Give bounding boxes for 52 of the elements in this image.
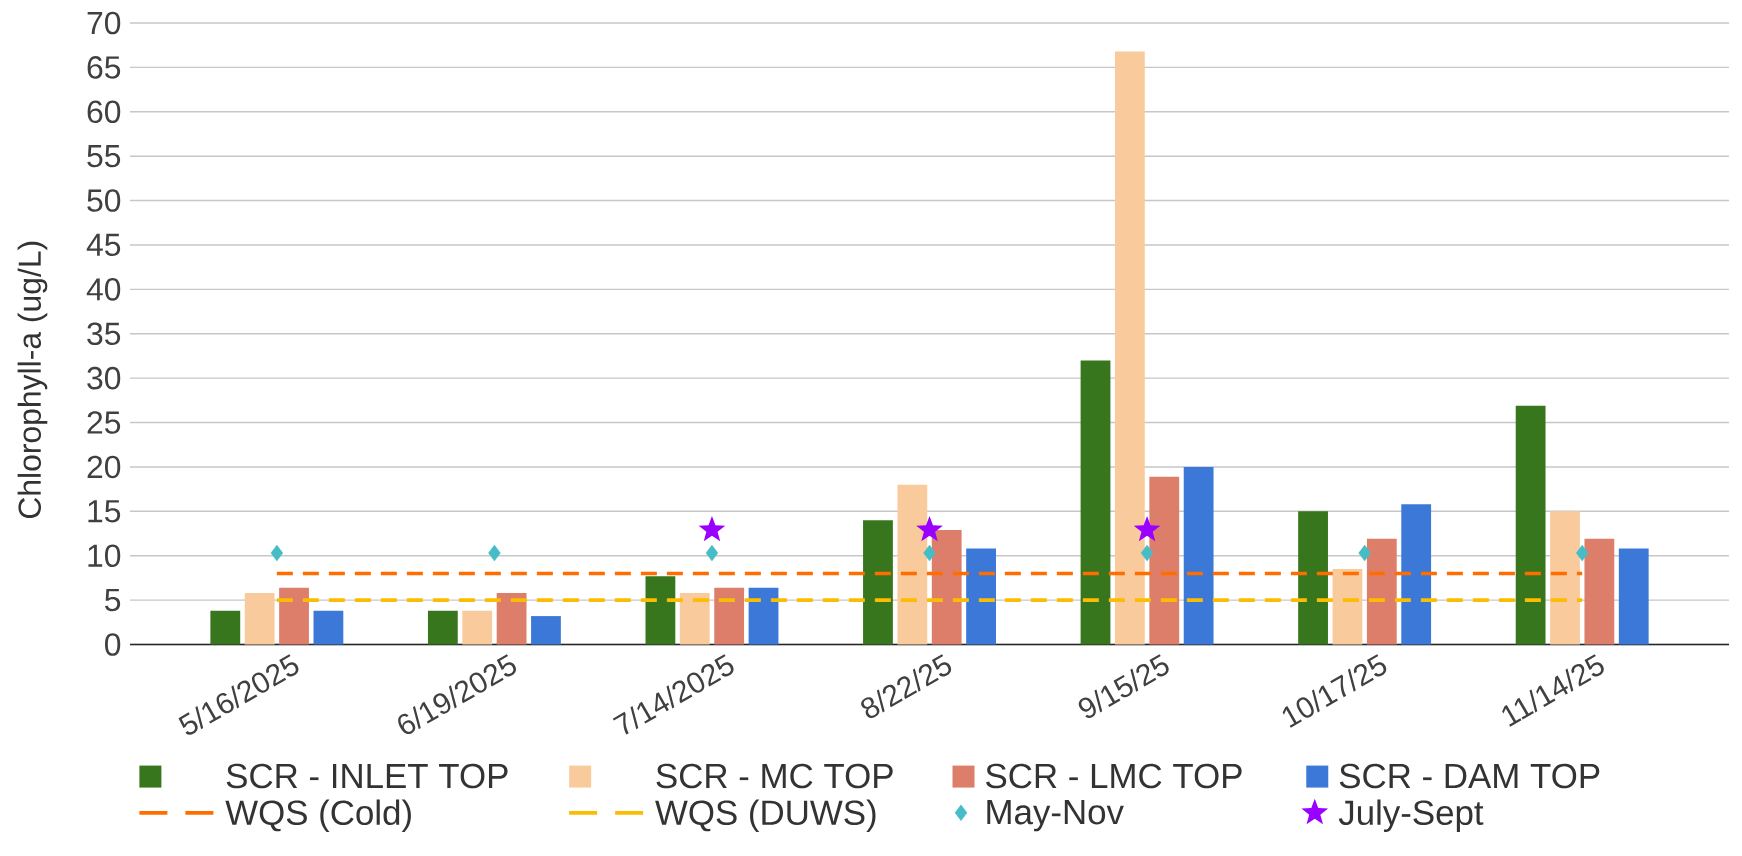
y-tick-label: 10 — [88, 544, 121, 567]
bar — [496, 593, 527, 645]
y-tick-label: 40 — [86, 278, 121, 301]
legend-label: WQS (DUWS) — [655, 799, 876, 832]
bar — [313, 610, 344, 645]
y-axis-title: Chlorophyll-a (ug/L) — [17, 241, 48, 519]
bar — [279, 587, 309, 645]
bar — [1550, 511, 1580, 645]
bar — [244, 593, 275, 645]
y-tick-label: 35 — [87, 322, 121, 346]
legend-label: May-Nov — [987, 800, 1124, 832]
y-tick-label: 50 — [87, 189, 121, 212]
bar — [1618, 548, 1649, 645]
legend-label: SCR - INLET TOP — [226, 763, 508, 789]
bar — [1366, 538, 1397, 645]
bar — [1401, 504, 1432, 645]
y-tick-label: 70 — [87, 11, 121, 35]
bar — [1183, 466, 1214, 645]
legend-label: SCR - LMC TOP — [986, 763, 1242, 789]
bar — [1080, 360, 1111, 645]
bar — [714, 587, 745, 645]
y-tick-label: 65 — [87, 56, 121, 79]
y-tick-label: 60 — [87, 100, 121, 124]
bar — [966, 548, 996, 645]
bar — [679, 593, 710, 645]
bar — [531, 616, 561, 645]
y-tick-label: 20 — [87, 455, 121, 479]
bar — [748, 587, 779, 645]
y-tick-label: 25 — [87, 411, 121, 434]
bar — [1114, 51, 1145, 645]
bar — [1584, 538, 1615, 645]
bar — [1149, 476, 1180, 645]
bar — [462, 610, 493, 645]
bar — [897, 484, 928, 645]
legend-label: July-Sept — [1338, 799, 1484, 832]
bar — [1332, 569, 1363, 645]
legend-label: SCR - MC TOP — [656, 763, 893, 789]
y-tick-label: 30 — [87, 366, 121, 390]
bar — [645, 576, 676, 645]
bar — [427, 610, 458, 645]
bar — [1515, 405, 1546, 645]
bar — [210, 610, 241, 645]
y-tick-label: 55 — [87, 145, 121, 168]
bar — [931, 529, 962, 645]
y-tick-label: 45 — [86, 233, 121, 257]
bar — [863, 520, 893, 645]
legend-label: SCR - DAM TOP — [1339, 763, 1600, 789]
y-tick-label: 15 — [88, 500, 121, 523]
y-tick-label: 5 — [105, 589, 121, 612]
y-tick-label: 0 — [105, 633, 121, 656]
bar — [1298, 511, 1328, 645]
legend-label: WQS (Cold) — [225, 799, 411, 832]
